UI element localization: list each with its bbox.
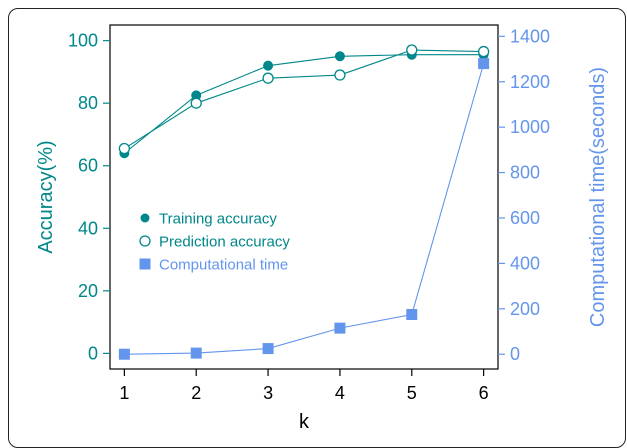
y-left-tick-label: 80 [78,93,98,113]
computational-time-point [406,309,418,321]
plot-area [109,24,499,370]
prediction-accuracy-point [262,72,274,84]
x-axis-title: k [299,411,310,432]
computational-time-point [262,343,274,355]
series-line-0 [124,54,484,154]
legend-label: Computational time [159,257,288,274]
series-markers [118,44,490,360]
y-right-tick-label: 400 [510,253,540,273]
computational-time-point [118,348,130,360]
y-right-tick-label: 600 [510,208,540,228]
computational-time-point [478,58,490,70]
right-axis: 0 200 400 600 800 1000 1200 1400 [498,26,550,364]
legend: Training accuracy Prediction accuracy Comp… [139,211,290,274]
series-lines [124,49,485,355]
computational-time-point [334,322,346,334]
legend-label: Prediction accuracy [159,234,290,251]
x-tick-label: 2 [191,383,201,403]
chart: 0 20 40 60 80 100 0 200 400 600 800 1000 1200 1400 1… [35,24,609,432]
bottom-axis: 1 2 3 4 5 6 [119,369,489,403]
series-line-2 [124,63,485,355]
legend-marker-time [139,258,151,270]
prediction-accuracy-point [477,45,490,58]
prediction-accuracy-point [334,69,346,81]
y-axis-right-title: Computational time(seconds) [587,67,609,327]
x-tick-label: 4 [335,383,345,403]
prediction-accuracy-point [406,44,418,56]
prediction-accuracy-point [190,97,202,109]
training-accuracy-point [334,51,345,62]
legend-label: Training accuracy [159,211,277,228]
y-right-tick-label: 1400 [510,26,550,46]
y-left-tick-label: 20 [78,281,98,301]
y-axis-left-title: Accuracy(%) [35,140,57,253]
y-right-tick-label: 1000 [510,117,550,137]
y-right-tick-label: 0 [510,344,520,364]
y-left-tick-label: 40 [78,218,98,238]
y-left-tick-label: 100 [68,31,98,51]
series-line-1 [124,49,484,149]
legend-marker-prediction [139,235,151,247]
x-tick-label: 1 [119,383,129,403]
y-right-tick-label: 1200 [510,72,550,92]
computational-time-point [190,347,202,359]
x-tick-label: 5 [407,383,417,403]
y-right-tick-label: 800 [510,163,540,183]
x-tick-label: 6 [479,383,489,403]
x-tick-label: 3 [263,383,273,403]
left-axis: 0 20 40 60 80 100 [68,31,110,363]
legend-marker-training [140,213,150,223]
y-left-tick-label: 60 [78,156,98,176]
y-left-tick-label: 0 [88,343,98,363]
training-accuracy-point [263,60,274,71]
prediction-accuracy-point [118,142,131,155]
y-right-tick-label: 200 [510,299,540,319]
